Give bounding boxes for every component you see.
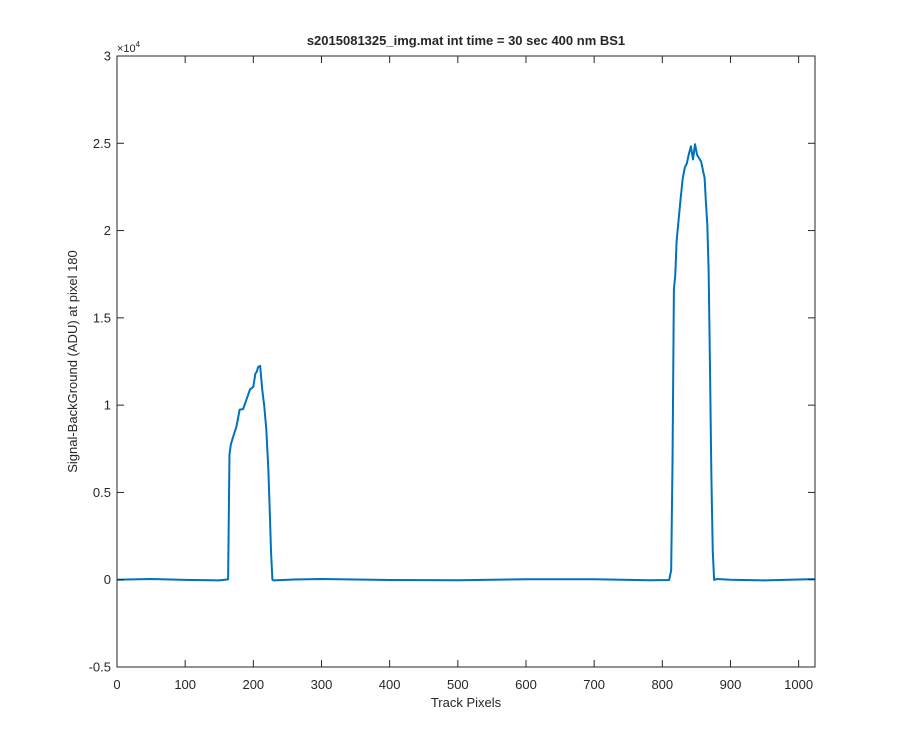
x-tick-label: 400	[379, 677, 401, 692]
y-tick-label: 2.5	[93, 136, 111, 151]
svg-text:×104: ×104	[117, 40, 141, 55]
y-tick-label: 1.5	[93, 310, 111, 325]
y-tick-label: -0.5	[89, 660, 111, 675]
plot-area	[116, 143, 815, 582]
x-tick-label: 200	[242, 677, 264, 692]
y-exponent-base: ×10	[117, 43, 136, 55]
y-axis-label: Signal-BackGround (ADU) at pixel 180	[65, 250, 80, 473]
x-tick-label: 800	[651, 677, 673, 692]
x-tick-label: 0	[113, 677, 120, 692]
y-exponent-power: 4	[136, 40, 141, 49]
y-tick-label: 2	[104, 223, 111, 238]
x-tick-label: 300	[311, 677, 333, 692]
x-axis-label: Track Pixels	[431, 695, 502, 710]
x-tick-label: 500	[447, 677, 469, 692]
x-tick-label: 700	[583, 677, 605, 692]
series-line-0	[116, 143, 815, 582]
x-tick-label: 100	[174, 677, 196, 692]
y-tick-label: 0.5	[93, 485, 111, 500]
x-tick-label: 900	[720, 677, 742, 692]
y-tick-label: 1	[104, 398, 111, 413]
y-tick-label: 0	[104, 572, 111, 587]
chart-title: s2015081325_img.mat int time = 30 sec 40…	[307, 33, 625, 48]
axes-box	[116, 55, 816, 668]
x-tick-label: 600	[515, 677, 537, 692]
y-tick-label: 3	[104, 49, 111, 64]
x-tick-label: 1000	[784, 677, 813, 692]
y-axis-exponent: ×104	[117, 40, 141, 55]
axes: 0 100 200 300 400 500 600 700 800 900 1000-0.500.5…	[89, 49, 816, 692]
